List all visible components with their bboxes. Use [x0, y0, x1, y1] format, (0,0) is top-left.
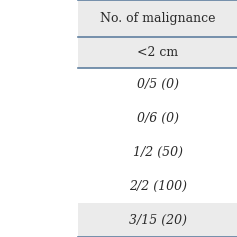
Bar [0, 68, 78, 102]
Bar [78, 68, 237, 102]
Bar [78, 169, 237, 203]
Bar [0, 37, 78, 68]
Bar [78, 37, 237, 68]
Text: No. of malignance: No. of malignance [100, 12, 215, 25]
Text: 2/2 (100): 2/2 (100) [129, 180, 187, 193]
Bar [78, 102, 237, 136]
Text: 0/6 (0): 0/6 (0) [137, 112, 179, 125]
Bar [0, 0, 78, 37]
Bar [78, 0, 237, 37]
Bar [0, 136, 78, 169]
Bar [0, 203, 78, 237]
Bar [78, 203, 237, 237]
Text: 3/15 (20): 3/15 (20) [129, 214, 187, 227]
Text: 0/5 (0): 0/5 (0) [137, 78, 179, 91]
Text: 1/2 (50): 1/2 (50) [133, 146, 182, 159]
Text: <2 cm: <2 cm [137, 46, 178, 59]
Bar [0, 169, 78, 203]
Bar [0, 102, 78, 136]
Bar [78, 136, 237, 169]
